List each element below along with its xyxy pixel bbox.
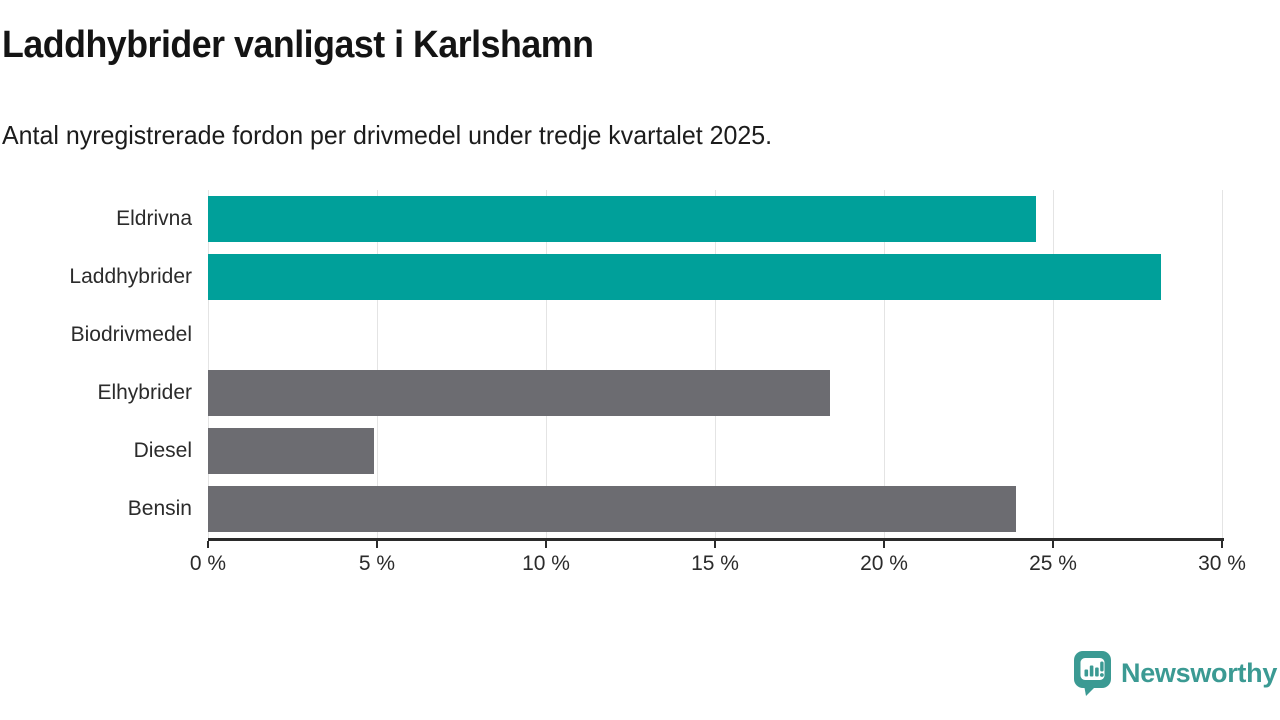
newsworthy-logo-wordmark: Newsworthy bbox=[1121, 658, 1278, 688]
x-axis-tick bbox=[714, 541, 716, 548]
bar-laddhybrider bbox=[208, 254, 1162, 300]
gridline-25pct bbox=[1053, 190, 1054, 538]
x-axis-tick bbox=[883, 541, 885, 548]
x-axis-tick bbox=[376, 541, 378, 548]
x-axis-tick-label: 10 % bbox=[522, 552, 570, 575]
x-axis-tick bbox=[545, 541, 547, 548]
x-axis-tick-label: 20 % bbox=[860, 552, 908, 575]
bar-bensin bbox=[208, 486, 1016, 532]
chart-title: Laddhybrider vanligast i Karlshamn bbox=[2, 24, 594, 66]
y-axis-labels: Eldrivna Laddhybrider Biodrivmedel Elhybrid… bbox=[0, 190, 192, 538]
bar-diesel bbox=[208, 428, 374, 474]
gridline-20pct bbox=[884, 190, 885, 538]
gridline-10pct bbox=[546, 190, 547, 538]
x-axis-line bbox=[208, 538, 1224, 541]
gridline-5pct bbox=[377, 190, 378, 538]
bar-chart: Eldrivna Laddhybrider Biodrivmedel Elhybrid… bbox=[0, 190, 1246, 590]
gridline-15pct bbox=[715, 190, 716, 538]
x-axis-tick-label: 5 % bbox=[358, 552, 396, 575]
newsworthy-logo: Newsworthy bbox=[1072, 650, 1277, 697]
x-axis-tick-label: 15 % bbox=[691, 552, 739, 575]
y-axis-label-eldrivna: Eldrivna bbox=[116, 207, 192, 230]
gridline-30pct bbox=[1222, 190, 1223, 538]
y-axis-label-bensin: Bensin bbox=[127, 497, 192, 520]
x-axis-tick bbox=[1221, 541, 1223, 548]
bar-eldrivna bbox=[208, 196, 1037, 242]
x-axis-tick-label: 0 % bbox=[189, 552, 227, 575]
x-axis-tick bbox=[207, 541, 209, 548]
y-axis-label-elhybrider: Elhybrider bbox=[97, 381, 192, 404]
bar-elhybrider bbox=[208, 370, 830, 416]
x-axis-tick bbox=[1052, 541, 1054, 548]
gridline-0pct bbox=[208, 190, 209, 538]
plot-area bbox=[208, 190, 1223, 538]
y-axis-label-laddhybrider: Laddhybrider bbox=[69, 265, 192, 288]
newsworthy-logo-icon bbox=[1074, 651, 1111, 696]
y-axis-label-diesel: Diesel bbox=[133, 439, 192, 462]
y-axis-label-biodrivmedel: Biodrivmedel bbox=[70, 323, 192, 346]
x-axis-tick-label: 30 % bbox=[1198, 552, 1246, 575]
x-axis-tick-label: 25 % bbox=[1029, 552, 1077, 575]
chart-subtitle: Antal nyregistrerade fordon per drivmede… bbox=[2, 120, 773, 150]
